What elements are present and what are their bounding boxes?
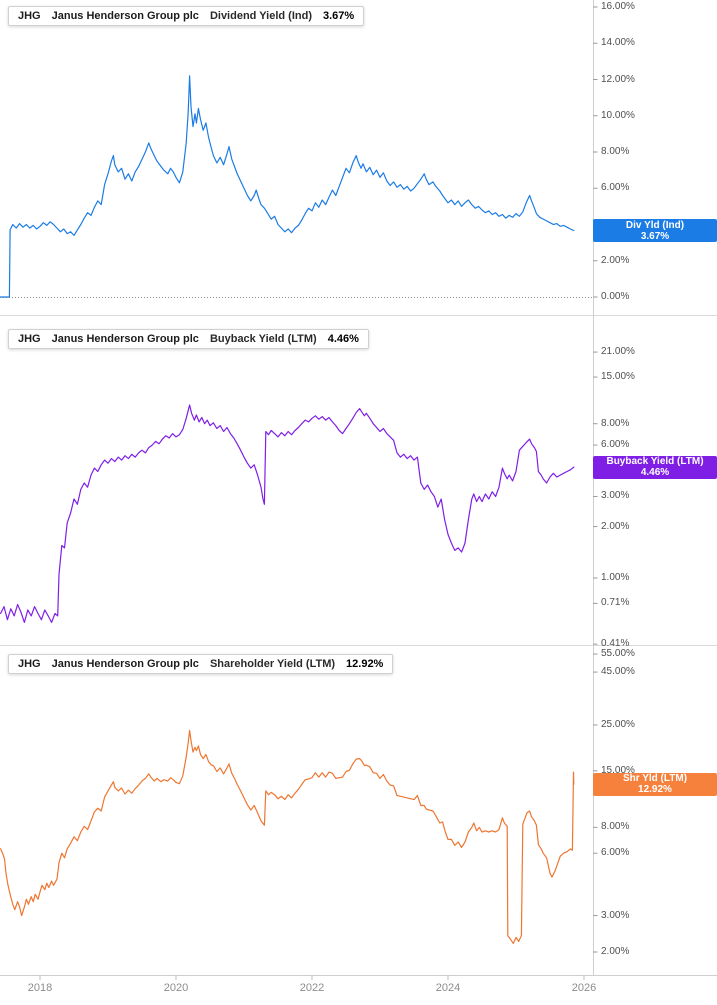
legend-ticker: JHG	[18, 658, 41, 670]
legend-ticker: JHG	[18, 333, 41, 345]
y-axis-tick-label: 45.00%	[601, 666, 635, 678]
y-axis-tick-label: 8.00%	[601, 821, 630, 833]
legend-metric: Buyback Yield (LTM)	[209, 333, 317, 345]
y-axis-tick-label: 0.00%	[601, 291, 630, 302]
dividend-panel-legend[interactable]: JHG Janus Henderson Group plc Dividend Y…	[8, 6, 365, 26]
legend-value: 3.67%	[323, 10, 355, 22]
buyback-axis-badge: Buyback Yield (LTM) 4.46%	[593, 455, 717, 479]
x-axis-year-label: 2022	[299, 982, 325, 994]
x-axis-year-label: 2024	[435, 982, 461, 994]
y-axis-tick-label: 2.00%	[601, 254, 630, 266]
y-axis-tick-label: 15.00%	[601, 764, 635, 776]
y-axis-tick-label: 2.00%	[601, 520, 630, 532]
y-axis-tick-label: 16.00%	[601, 1, 635, 12]
y-axis-tick-label: 6.00%	[601, 847, 630, 859]
y-axis-tick-label: 14.00%	[601, 37, 635, 49]
shareholder-yield-line	[0, 729, 575, 945]
shareholder-panel-legend[interactable]: JHG Janus Henderson Group plc Shareholde…	[8, 654, 394, 674]
legend-value: 12.92%	[346, 658, 384, 670]
legend-metric: Shareholder Yield (LTM)	[209, 658, 336, 670]
y-axis-tick-label: 15.00%	[601, 371, 635, 383]
x-axis-year-label: 2026	[571, 982, 597, 994]
legend-company: Janus Henderson Group plc	[51, 658, 199, 670]
x-axis-year-label: 2018	[27, 982, 53, 994]
y-axis-tick-label: 8.00%	[601, 146, 630, 157]
badge-label: Div Yld (Ind)	[625, 219, 685, 231]
y-axis-tick-label: 2.00%	[601, 946, 630, 957]
y-axis-tick-label: 8.00%	[601, 417, 630, 429]
y-axis-tick-label: 55.00%	[601, 648, 635, 660]
legend-company: Janus Henderson Group plc	[51, 333, 199, 345]
badge-value: 12.92%	[638, 784, 672, 796]
badge-value: 4.46%	[640, 467, 670, 479]
y-axis-tick-label: 6.00%	[601, 182, 630, 194]
y-axis-tick-label: 0.71%	[601, 597, 630, 609]
dividend-axis-badge: Div Yld (Ind) 3.67%	[593, 219, 717, 242]
y-axis-tick-label: 10.00%	[601, 109, 635, 121]
dividend-yield-line	[0, 75, 575, 298]
legend-value: 4.46%	[327, 333, 359, 345]
y-axis-tick-label: 21.00%	[601, 346, 635, 358]
y-axis-tick-label: 1.00%	[601, 572, 630, 583]
y-axis-tick-label: 25.00%	[601, 718, 635, 730]
y-axis-tick-label: 3.00%	[601, 909, 630, 921]
badge-label: Shr Yld (LTM)	[622, 773, 688, 785]
badge-label: Buyback Yield (LTM)	[606, 456, 704, 468]
legend-company: Janus Henderson Group plc	[51, 10, 199, 22]
y-axis-tick-label: 12.00%	[601, 73, 635, 85]
y-axis-tick-label: 0.41%	[601, 638, 630, 650]
x-axis-year-label: 2020	[163, 982, 189, 994]
buyback-yield-line	[0, 404, 575, 624]
shareholder-axis-badge: Shr Yld (LTM) 12.92%	[593, 772, 717, 796]
badge-value: 3.67%	[640, 230, 670, 242]
legend-metric: Dividend Yield (Ind)	[209, 10, 312, 22]
buyback-panel-legend[interactable]: JHG Janus Henderson Group plc Buyback Yi…	[8, 329, 369, 349]
y-axis-tick-label: 6.00%	[601, 439, 630, 451]
y-axis-tick-label: 3.00%	[601, 490, 630, 502]
legend-ticker: JHG	[18, 10, 41, 22]
